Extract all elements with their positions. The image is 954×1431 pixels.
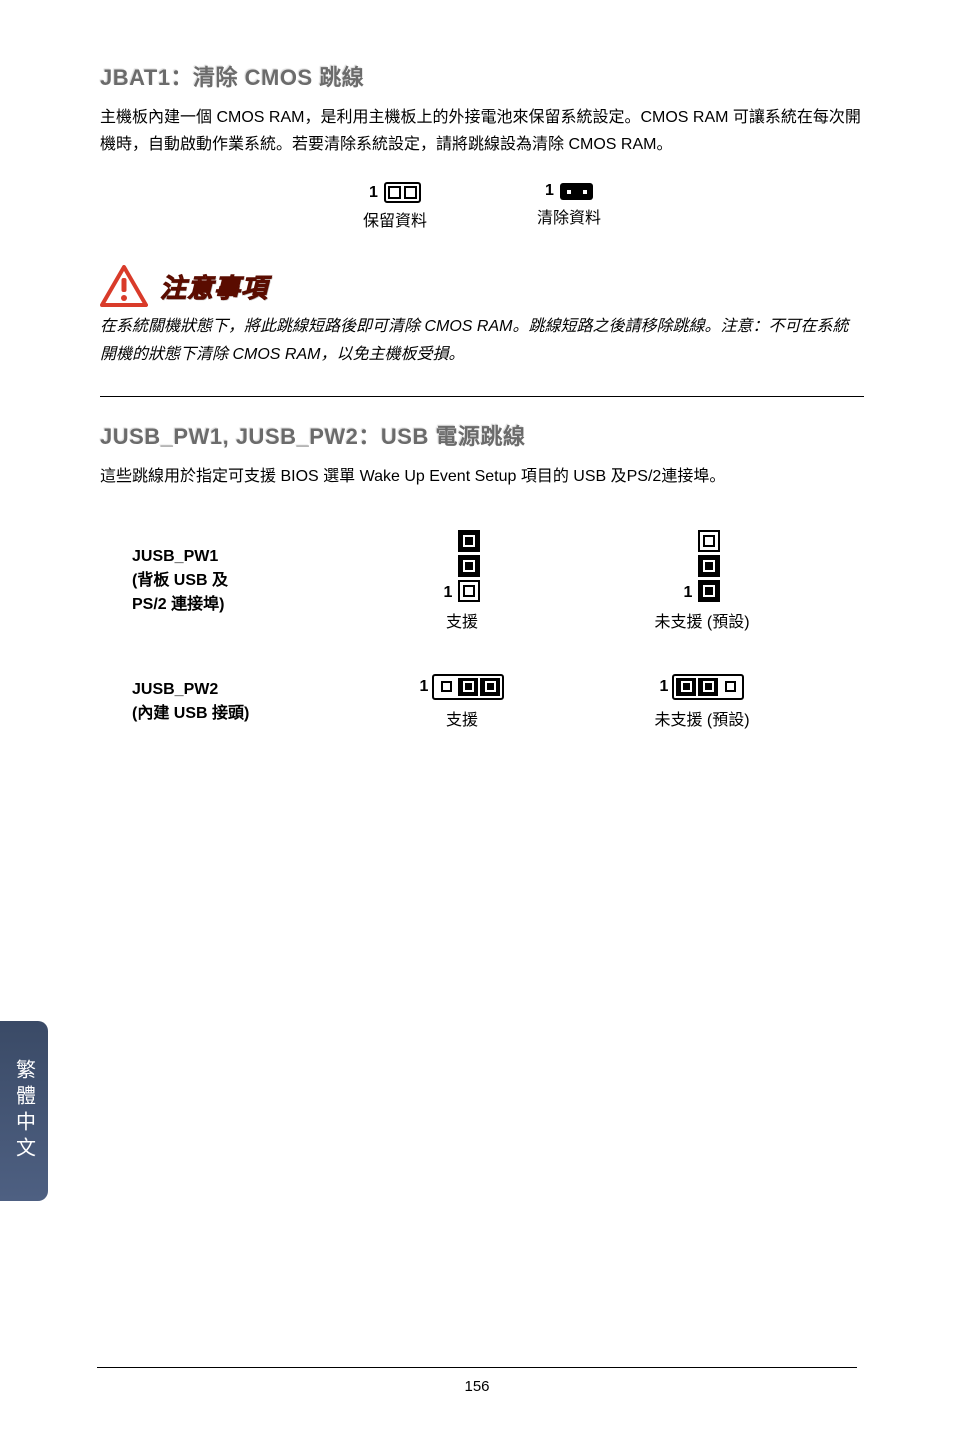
jusb-pw1-unsupport-pin1: 1 xyxy=(684,584,693,602)
section-divider xyxy=(100,396,864,397)
jusb-pw1-support-pin1: 1 xyxy=(444,584,453,602)
jumper-keep-block: 1 保留資料 xyxy=(363,182,427,231)
jusb-pw2-unsupport-block: 1 未支援 (預設) xyxy=(572,674,832,730)
jumper-keep-pin1: 1 xyxy=(369,184,378,202)
jusb-pw1-support-caption: 支援 xyxy=(362,608,562,632)
jumper-keep-icon xyxy=(384,182,421,203)
jusb-pw2-unsupport-pin1: 1 xyxy=(660,678,669,696)
jusb-pw1-unsupport-caption: 未支援 (預設) xyxy=(572,608,832,632)
jusb-pw1-label: JUSB_PW1 (背板 USB 及 PS/2 連接埠) xyxy=(132,545,352,617)
page-footer: 156 xyxy=(0,1367,954,1395)
section1-heading: JBAT1：清除 CMOS 跳線 xyxy=(100,60,864,92)
jusb-pw2-unsupport-icon xyxy=(672,674,744,700)
jusb-pw1-unsupport-block: 1 未支援 (預設) xyxy=(572,530,832,632)
jusb-pw2-support-caption: 支援 xyxy=(362,706,562,730)
jusb-pw1-unsupport-icon xyxy=(698,530,720,602)
section2-heading: JUSB_PW1, JUSB_PW2：USB 電源跳線 xyxy=(100,419,864,451)
jusb-pw2-support-pin1: 1 xyxy=(420,678,429,696)
jusb-pw2-title: JUSB_PW2 xyxy=(132,678,352,702)
jusb-pw2-sub: (內建 USB 接頭) xyxy=(132,702,352,726)
jusb-pw2-support-block: 1 支援 xyxy=(362,674,562,730)
warning-triangle-icon xyxy=(100,265,148,307)
warning-text: 在系統關機狀態下，將此跳線短路後即可清除 CMOS RAM。跳線短路之後請移除跳… xyxy=(100,313,864,367)
page-number: 156 xyxy=(464,1378,489,1395)
jusb-pw1-title: JUSB_PW1 xyxy=(132,545,352,569)
warning-row: 注意事項 xyxy=(100,265,864,307)
side-tab: 繁體中文 xyxy=(0,1021,48,1201)
jusb-pw1-sub1: (背板 USB 及 xyxy=(132,569,352,593)
jumper-clear-pin1: 1 xyxy=(545,182,554,200)
footer-line xyxy=(97,1367,857,1368)
section2-body: 這些跳線用於指定可支援 BIOS 選單 Wake Up Event Setup … xyxy=(100,463,864,490)
section2-grid: JUSB_PW1 (背板 USB 及 PS/2 連接埠) 1 支援 1 xyxy=(100,530,864,730)
jumper-row: 1 保留資料 1 清除資料 xyxy=(100,182,864,231)
jumper-clear-caption: 清除資料 xyxy=(537,204,601,228)
jusb-pw2-support-icon xyxy=(432,674,504,700)
jumper-keep-caption: 保留資料 xyxy=(363,207,427,231)
jusb-pw1-sub2: PS/2 連接埠) xyxy=(132,593,352,617)
jusb-pw1-support-icon xyxy=(458,530,480,602)
jumper-clear-block: 1 清除資料 xyxy=(537,182,601,231)
jusb-pw1-support-block: 1 支援 xyxy=(362,530,562,632)
warning-label: 注意事項 xyxy=(160,268,268,305)
jusb-pw2-unsupport-caption: 未支援 (預設) xyxy=(572,706,832,730)
section1-body: 主機板內建一個 CMOS RAM，是利用主機板上的外接電池來保留系統設定。CMO… xyxy=(100,104,864,158)
jumper-clear-icon xyxy=(560,183,593,200)
jusb-pw2-label: JUSB_PW2 (內建 USB 接頭) xyxy=(132,678,352,726)
